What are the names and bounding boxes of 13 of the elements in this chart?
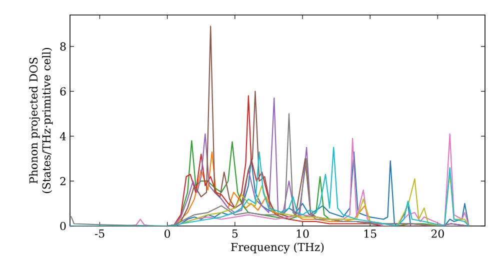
x-tick-label: 20 (431, 230, 444, 238)
x-tick-label: 5 (232, 230, 238, 238)
x-axis-title: Frequency (THz) (231, 242, 324, 254)
x-tick-label: 15 (364, 230, 376, 238)
y-axis-title: Phonon projected DOS (States/THz·primitive cell) (29, 48, 53, 194)
x-tick-label: -5 (94, 230, 104, 238)
y-tick-label: 0 (60, 222, 66, 230)
y-tick-label: 4 (60, 132, 66, 140)
y-tick-label: 6 (60, 87, 66, 96)
y-tick-label: 2 (60, 177, 66, 186)
x-tick-label: 10 (296, 230, 309, 238)
x-tick-label: 0 (164, 230, 170, 238)
y-tick-label: 8 (60, 42, 66, 51)
